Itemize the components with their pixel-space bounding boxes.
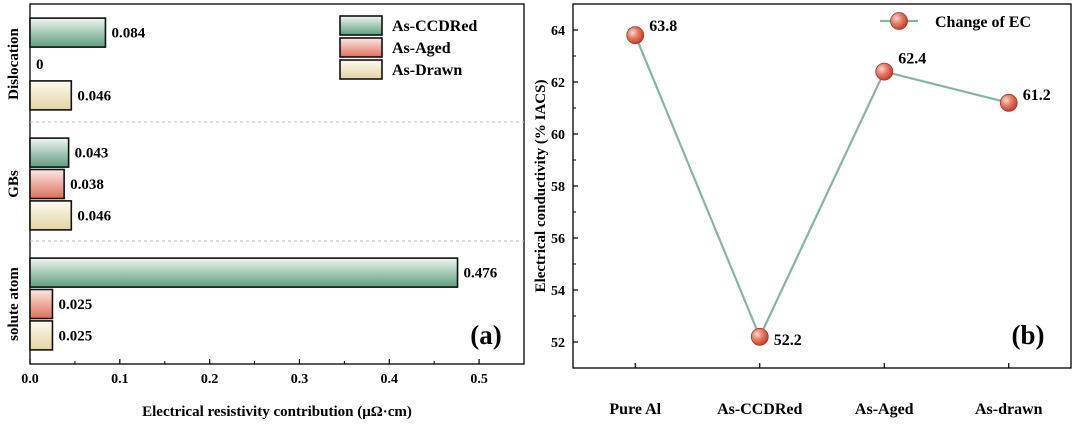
legend-label-as-aged: As-Aged [392,40,451,57]
panel-b-label: (b) [1012,320,1045,350]
bar-value-label-gbs-as-ccdred: 0.043 [75,146,109,162]
panel-b-legend: Change of EC [880,12,1031,31]
bar-gbs-as-aged [29,168,65,200]
bar-gbs-as-ccdred [29,137,70,168]
x-tick-label: 0.2 [201,372,219,387]
bar-solute-atom-as-ccdred [29,257,459,288]
panel-b: 52 54 56 58 60 62 64 Pure Al As-CCDRed As-Aged As… [533,3,1072,418]
y-tick-label: 60 [551,128,565,143]
x-category-label-as-ccdred: As-CCDRed [717,401,802,418]
bar-value-label-gbs-as-drawn: 0.046 [77,208,111,224]
data-label-as-drawn: 61.2 [1023,87,1051,104]
bar-value-label-dislocation-as-aged: 0 [36,57,44,73]
panel-a-label: (a) [470,320,501,350]
y-tick-label: 54 [551,284,565,299]
bar-value-label-dislocation-as-drawn: 0.046 [77,88,111,104]
x-category-label-as-drawn: As-drawn [975,401,1043,418]
bar-value-label-gbs-as-aged: 0.038 [70,177,104,193]
bar-solute-atom-as-aged [29,288,54,320]
y-tick-label: 58 [551,180,565,195]
panel-a-y-axis: Dislocation GBs solute atom [6,28,22,341]
panel-b-series: 63.8 52.2 62.4 61.2 [626,18,1051,349]
data-point-as-aged [875,62,894,81]
y-tick-label: 64 [551,24,565,39]
panel-a-x-axis: 0.0 0.1 0.2 0.3 0.4 0.5 [21,359,488,387]
series-line-change-of-ec [634,34,1010,340]
x-category-label-as-aged: As-Aged [855,401,914,418]
panel-a: 0.084 0 0.046 0.043 0.038 0.046 0.476 0.025 0.02… [6,3,525,420]
panel-a-value-labels: 0.084 0 0.046 0.043 0.038 0.046 0.476 0.025 0.02… [36,26,498,345]
data-point-pure-al [626,26,645,45]
category-label-solute-atom: solute atom [6,267,22,341]
panel-a-legend: As-CCDRed As-Aged As-Drawn [339,15,477,80]
bar-value-label-solute-atom-as-ccdred: 0.476 [464,266,498,282]
bar-dislocation-as-drawn [29,80,73,111]
x-tick-label: 0.3 [291,372,309,387]
bar-value-label-dislocation-as-ccdred: 0.084 [111,26,145,42]
x-tick-label: 0.0 [21,372,39,387]
legend-swatch-as-aged [339,37,383,58]
y-tick-label: 56 [551,232,565,247]
data-label-as-ccdred: 52.2 [774,332,802,349]
legend-swatch-as-ccdred [339,15,383,36]
x-tick-label: 0.1 [111,372,129,387]
x-tick-label: 0.5 [470,372,488,387]
data-point-as-drawn [999,93,1018,112]
panel-b-plot-frame [572,3,1072,369]
bar-gbs-as-drawn [29,200,73,231]
legend-label-as-ccdred: As-CCDRed [392,18,477,35]
data-label-as-aged: 62.4 [898,51,926,68]
category-label-gbs: GBs [6,170,22,198]
bar-value-label-solute-atom-as-aged: 0.025 [58,297,92,313]
legend-swatch-as-drawn [339,59,383,80]
bar-solute-atom-as-drawn [29,320,54,351]
bar-dislocation-as-ccdred [29,17,107,48]
panel-b-y-axis-title: Electrical conductivity (% IACS) [533,80,549,293]
panel-a-plot-frame [29,3,525,365]
panel-b-y-axis: 52 54 56 58 60 62 64 [551,24,578,351]
panel-b-x-axis: Pure Al As-CCDRed As-Aged As-drawn [609,363,1043,418]
panel-a-x-axis-title: Electrical resistivity contribution (μΩ·… [142,404,412,420]
y-tick-label: 52 [551,336,565,351]
legend-label-as-drawn: As-Drawn [392,62,462,79]
legend-label-change-of-ec: Change of EC [935,14,1031,31]
legend-marker-change-of-ec [890,12,908,30]
data-label-pure-al: 63.8 [649,18,677,35]
bar-value-label-solute-atom-as-drawn: 0.025 [58,328,92,344]
y-tick-label: 62 [551,76,565,91]
x-category-label-pure-al: Pure Al [609,401,661,418]
panel-a-bars [29,17,459,351]
x-tick-label: 0.4 [381,372,399,387]
data-point-as-ccdred [750,327,769,346]
category-label-dislocation: Dislocation [6,28,22,100]
